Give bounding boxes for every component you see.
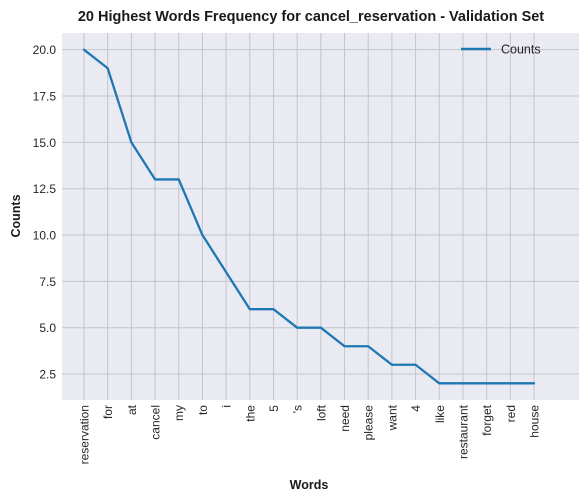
x-tick-label: like	[433, 405, 447, 423]
x-tick-label: the	[243, 405, 257, 422]
x-tick-label: loft	[314, 404, 328, 421]
y-axis-ticks: 2.5 5.0 7.5 10.0 12.5 15.0 17.5 20.0	[33, 43, 57, 381]
legend-label-counts: Counts	[501, 43, 541, 57]
y-tick-label: 15.0	[33, 136, 57, 150]
x-tick-label: to	[196, 405, 210, 415]
x-tick-label: at	[125, 404, 139, 415]
x-axis-label: Words	[290, 478, 329, 492]
y-axis-label: Counts	[9, 194, 23, 237]
x-tick-label: want	[385, 404, 399, 431]
x-tick-label: please	[362, 405, 376, 441]
x-tick-label: cancel	[149, 405, 163, 440]
y-tick-label: 20.0	[33, 43, 57, 57]
series-layer	[82, 48, 536, 385]
y-tick-label: 12.5	[33, 182, 57, 196]
x-axis-ticks: reservation for at cancel my to i the 5 's loft nee…	[78, 404, 542, 464]
x-tick-label: restaurant	[456, 404, 470, 459]
x-tick-label: for	[101, 405, 115, 419]
x-tick-label: my	[172, 405, 186, 421]
x-tick-label: house	[528, 405, 542, 438]
y-tick-label: 10.0	[33, 229, 57, 243]
x-tick-label: forget	[480, 404, 494, 435]
y-tick-label: 2.5	[39, 368, 56, 382]
legend: Counts	[461, 43, 541, 57]
y-tick-label: 7.5	[39, 275, 56, 289]
x-tick-label: 5	[267, 405, 281, 412]
x-tick-label: need	[338, 405, 352, 432]
x-tick-label: reservation	[78, 405, 92, 464]
chart-title: 20 Highest Words Frequency for cancel_re…	[78, 9, 544, 25]
x-tick-label: i	[220, 405, 234, 408]
x-tick-label: red	[504, 405, 518, 422]
series-line-counts	[82, 48, 536, 385]
y-tick-label: 17.5	[33, 90, 57, 104]
x-tick-label: 's	[291, 405, 305, 413]
x-tick-label: 4	[409, 405, 423, 412]
y-tick-label: 5.0	[39, 321, 56, 335]
